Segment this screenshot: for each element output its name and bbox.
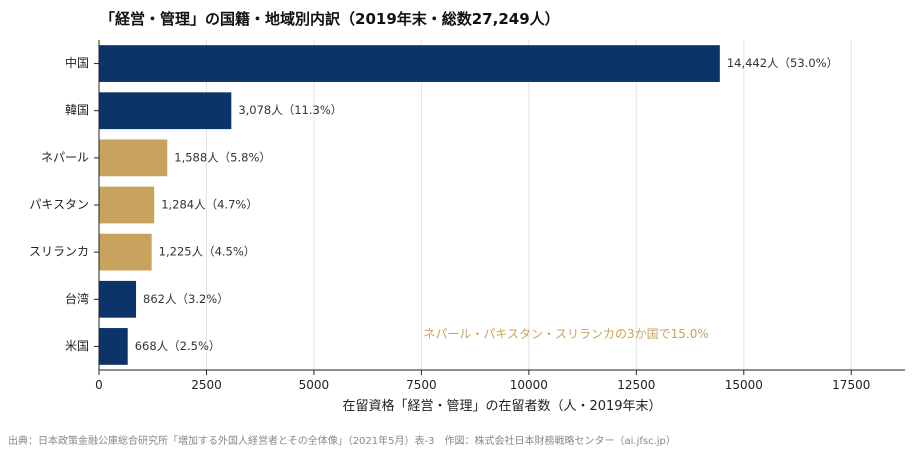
- chart-title: 「経営・管理」の国籍・地域別内訳（2019年末・総数27,249人）: [100, 10, 560, 28]
- labels: 中国 14,442人（53.0%） 韓国 3,078人（11.3%） ネパール 1,588…: [29, 55, 870, 414]
- category-label: パキスタン: [29, 198, 89, 212]
- data-label: 862人（3.2%）: [143, 292, 229, 306]
- x-tick-label: 2500: [191, 378, 222, 392]
- x-tick-label: 12500: [617, 378, 655, 392]
- x-tick-label: 0: [95, 378, 103, 392]
- bar: [99, 186, 155, 224]
- category-label: 中国: [65, 55, 89, 70]
- bar: [99, 45, 720, 82]
- x-tick-label: 7500: [406, 378, 437, 392]
- category-label: 米国: [65, 339, 89, 353]
- x-tick-label: 15000: [725, 378, 763, 392]
- bar: [99, 92, 232, 130]
- data-label: 14,442人（53.0%）: [727, 56, 838, 70]
- source-note: 出典：日本政策金融公庫総合研究所「増加する外国人経営者とその全体像」（2021年…: [8, 436, 676, 447]
- bar: [99, 139, 168, 177]
- x-axis-title: 在留資格「経営・管理」の在留者数（人・2019年末）: [342, 398, 661, 414]
- x-tick-label: 10000: [510, 378, 548, 392]
- bar-chart: 中国 14,442人（53.0%） 韓国 3,078人（11.3%） ネパール 1,588…: [29, 40, 905, 414]
- category-label: 台湾: [65, 291, 89, 306]
- axes: [94, 40, 905, 375]
- bar: [99, 233, 152, 271]
- bars: [99, 45, 720, 365]
- x-tick-label: 17500: [832, 378, 870, 392]
- x-tick-label: 5000: [299, 378, 330, 392]
- category-label: 韓国: [65, 103, 89, 117]
- data-label: 668人（2.5%）: [135, 339, 221, 353]
- data-label: 1,284人（4.7%）: [161, 198, 258, 212]
- bar: [99, 280, 137, 318]
- gridlines: [205, 40, 852, 370]
- data-label: 1,225人（4.5%）: [159, 245, 256, 259]
- category-label: スリランカ: [29, 245, 89, 259]
- bar: [99, 328, 128, 365]
- data-label: 3,078人（11.3%）: [238, 103, 342, 117]
- data-label: 1,588人（5.8%）: [174, 150, 271, 164]
- annotation: ネパール・パキスタン・スリランカの3か国で15.0%: [423, 327, 708, 341]
- category-label: ネパール: [41, 150, 89, 164]
